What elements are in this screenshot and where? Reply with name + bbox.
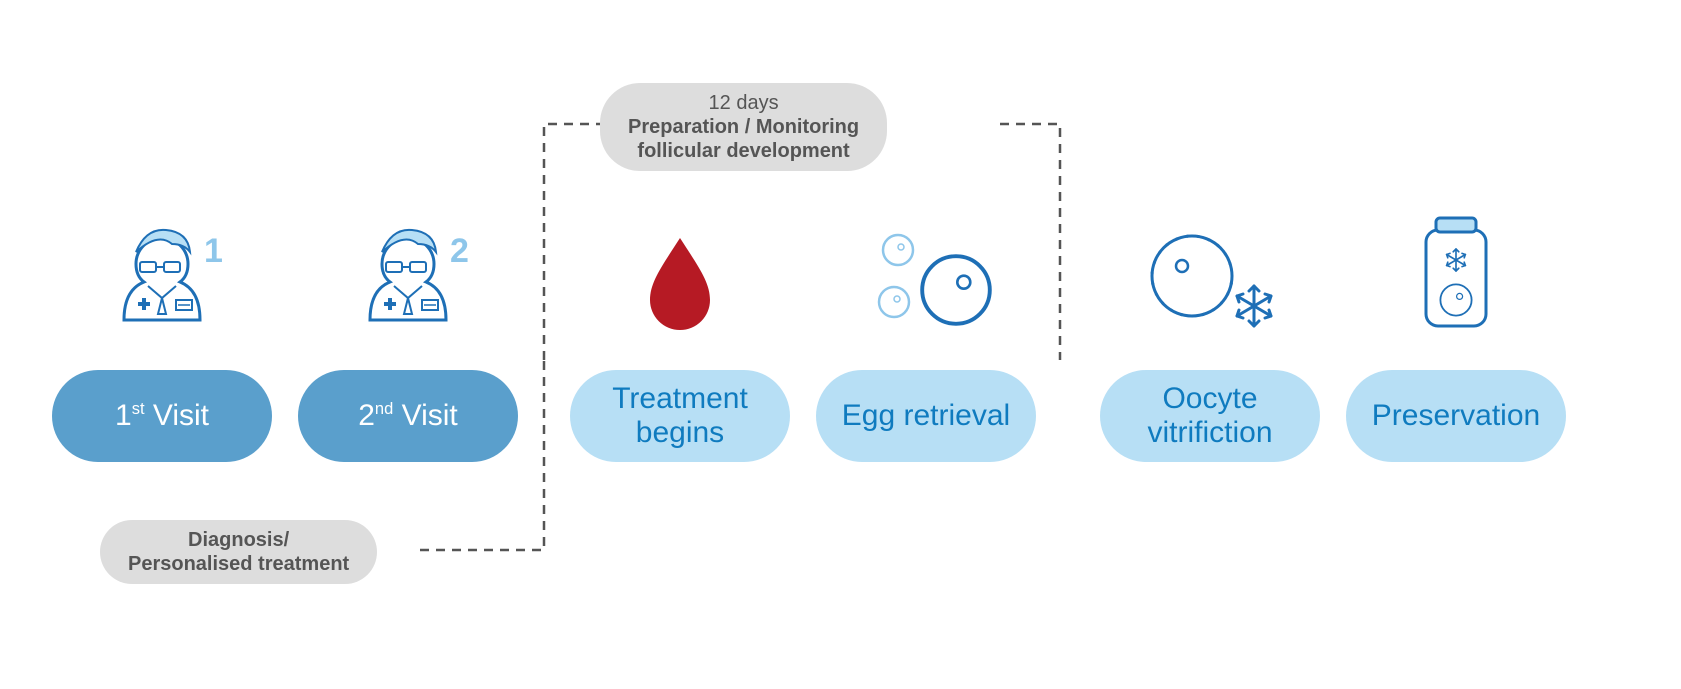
oocyte-vitrification-icon (1152, 236, 1271, 326)
diagram-stage: 1 2 1st Visit 2nd Visi (0, 0, 1681, 689)
caption-monitoring-line2: Preparation / Monitoring (628, 115, 859, 139)
caption-monitoring: 12 days Preparation / Monitoring follicu… (600, 83, 887, 171)
pill-oocyte-vitrifiction: Oocytevitrifiction (1100, 370, 1320, 462)
pill-egg-retrieval: Egg retrieval (816, 370, 1036, 462)
caption-monitoring-days: 12 days (709, 91, 779, 115)
blood-drop-icon (650, 238, 710, 330)
caption-diagnosis-line1: Diagnosis/ (188, 528, 289, 552)
pill-visit-2: 2nd Visit (298, 370, 518, 462)
pill-treatment-begins: Treatmentbegins (570, 370, 790, 462)
doctor-1-icon: 1 (124, 230, 223, 320)
caption-diagnosis-line2: Personalised treatment (128, 552, 349, 576)
egg-retrieval-icon (879, 235, 990, 324)
svg-text:1: 1 (204, 232, 223, 270)
dashed-connectors (420, 124, 1060, 550)
caption-monitoring-line3: follicular development (637, 139, 849, 163)
pill-preservation: Preservation (1346, 370, 1566, 462)
pill-visit-1: 1st Visit (52, 370, 272, 462)
caption-diagnosis: Diagnosis/ Personalised treatment (100, 520, 377, 584)
preservation-vial-icon (1426, 218, 1486, 326)
svg-text:2: 2 (450, 232, 469, 270)
doctor-2-icon: 2 (370, 230, 469, 320)
